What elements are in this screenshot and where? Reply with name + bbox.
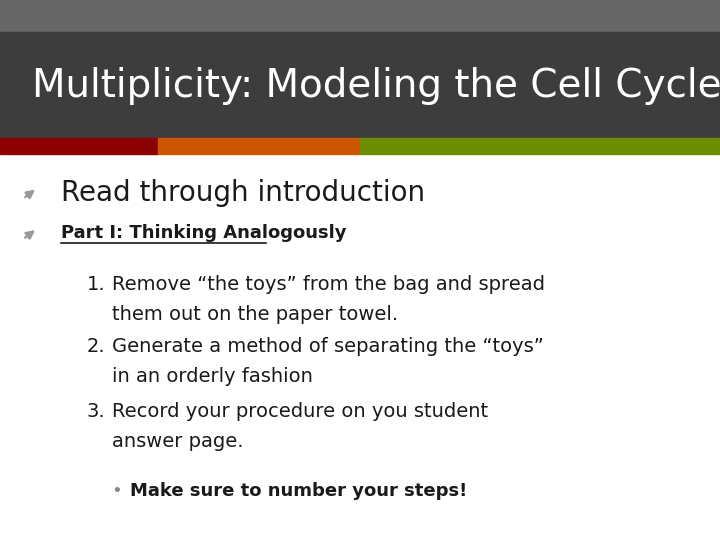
Text: them out on the paper towel.: them out on the paper towel. (112, 305, 397, 324)
Text: Remove “the toys” from the bag and spread: Remove “the toys” from the bag and sprea… (112, 275, 544, 294)
Bar (0, 32, 720, 140)
Text: 1.: 1. (86, 275, 105, 294)
Text: 2.: 2. (86, 338, 105, 356)
Text: Record your procedure on you student: Record your procedure on you student (112, 402, 487, 421)
Text: Generate a method of separating the “toys”: Generate a method of separating the “toy… (112, 338, 544, 356)
Text: •: • (112, 482, 122, 500)
Text: Read through introduction: Read through introduction (61, 179, 426, 207)
Bar (158, 138, 360, 154)
Bar (360, 138, 720, 154)
Text: 3.: 3. (86, 402, 105, 421)
Bar (0, 138, 158, 154)
Text: answer page.: answer page. (112, 432, 243, 451)
Text: Part I: Thinking Analogously: Part I: Thinking Analogously (61, 224, 347, 242)
Text: in an orderly fashion: in an orderly fashion (112, 367, 312, 386)
Text: Multiplicity: Modeling the Cell Cycle: Multiplicity: Modeling the Cell Cycle (32, 68, 720, 105)
Bar (0, 0, 720, 32)
Text: Make sure to number your steps!: Make sure to number your steps! (130, 482, 467, 500)
